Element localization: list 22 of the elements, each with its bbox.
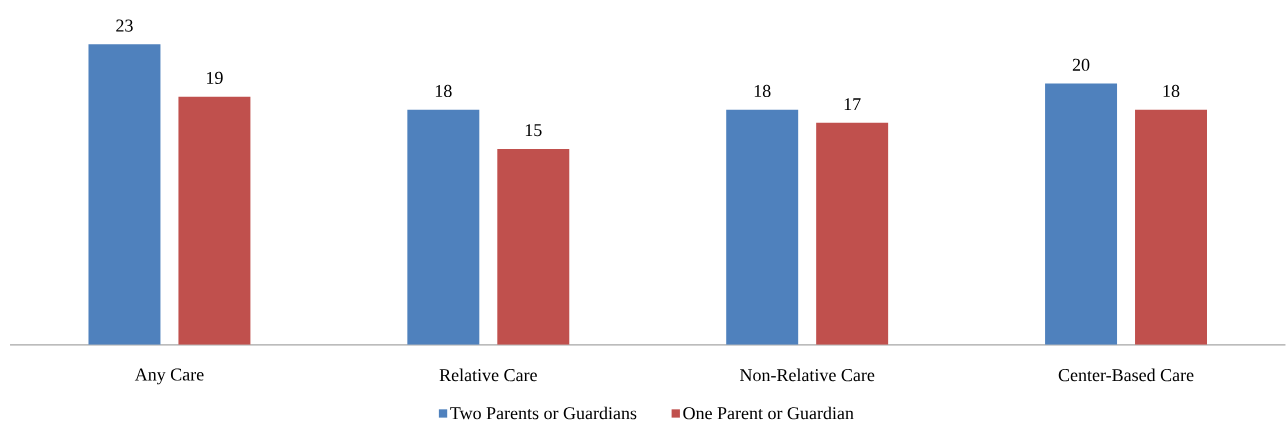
legend-label: One Parent or Guardian — [683, 406, 854, 420]
data-label: 18 — [1163, 84, 1180, 98]
bar — [726, 109, 799, 345]
bar — [178, 96, 251, 345]
data-label: 19 — [207, 71, 223, 85]
x-tick-label: Any Care — [134, 368, 204, 385]
x-tick-label: Non-Relative Care — [740, 368, 875, 382]
data-label: 17 — [844, 98, 861, 111]
x-tick-label: Center-Based Care — [1058, 368, 1194, 382]
bar — [88, 44, 161, 345]
data-label: 15 — [525, 124, 542, 137]
bar — [407, 109, 480, 345]
data-label: 18 — [754, 84, 771, 98]
data-label: 20 — [1072, 58, 1090, 71]
x-tick-label: Relative Care — [439, 368, 537, 382]
legend-label: Two Parents or Guardians — [450, 406, 637, 420]
data-label: 18 — [435, 84, 452, 98]
bar — [497, 148, 570, 345]
bar — [1135, 109, 1208, 345]
bar — [1045, 83, 1118, 345]
bar — [816, 122, 889, 345]
data-label: 23 — [116, 19, 133, 32]
